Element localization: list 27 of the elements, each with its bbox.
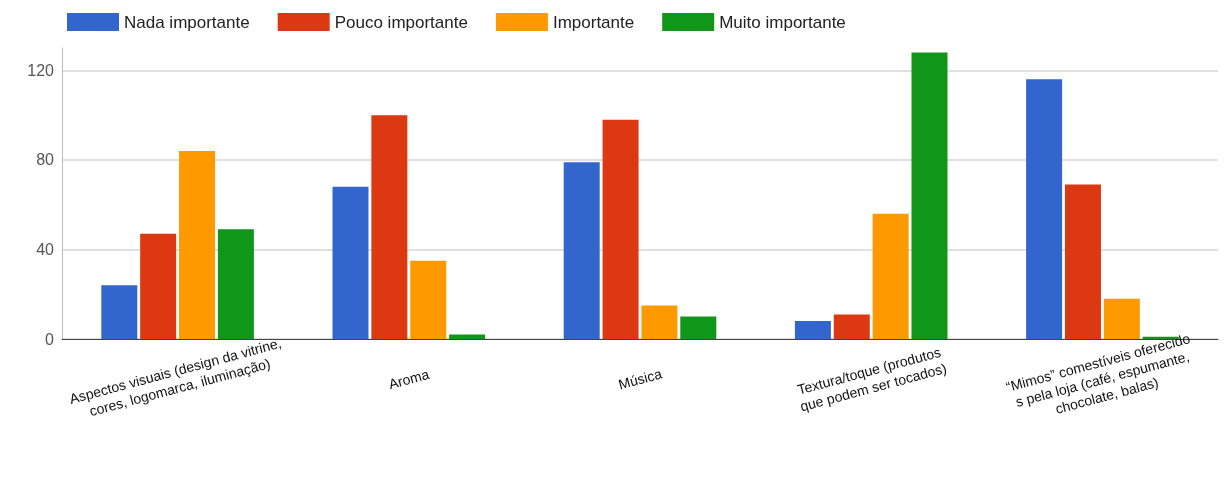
y-tick-label: 0: [45, 330, 55, 348]
bar: [833, 314, 870, 339]
legend-label: Pouco importante: [334, 12, 468, 32]
legend-label: Muito importante: [719, 12, 846, 32]
bar: [371, 115, 408, 339]
bar: [794, 321, 831, 339]
bar: [1064, 184, 1101, 339]
legend-label: Nada importante: [124, 12, 250, 32]
bar: [101, 285, 138, 339]
bar: [410, 260, 447, 339]
bar: [641, 305, 678, 339]
bar: [140, 233, 177, 339]
y-tick-label: 120: [27, 61, 55, 79]
legend-label: Importante: [552, 12, 635, 32]
bar: [563, 162, 600, 339]
bar: [217, 229, 254, 339]
bar: [872, 213, 909, 339]
y-tick-label: 80: [36, 151, 55, 169]
bar: [179, 150, 216, 339]
bar: [680, 316, 717, 339]
bar: [911, 52, 948, 339]
x-tick-label: Música: [616, 365, 664, 393]
bar: [332, 186, 369, 339]
bar: [1026, 79, 1063, 339]
x-tick-label: Aroma: [386, 365, 431, 393]
bar: [602, 119, 639, 339]
y-tick-label: 40: [36, 240, 55, 258]
